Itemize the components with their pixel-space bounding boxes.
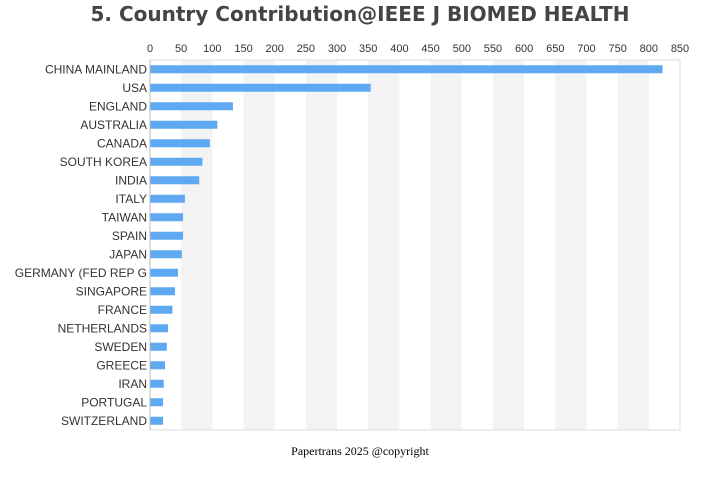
x-tick-label: 700 [577,43,595,55]
x-tick-label: 650 [546,43,564,55]
grid-band [368,60,400,430]
bar [150,268,179,277]
grid-band [430,60,462,430]
grid-band [555,60,587,430]
category-label: SINGAPORE [76,284,147,298]
x-tick-label: 850 [671,43,689,55]
category-label: IRAN [118,377,147,391]
category-label: AUSTRALIA [80,118,147,132]
x-tick-label: 200 [266,43,284,55]
bar [150,157,203,166]
x-tick-label: 800 [640,43,658,55]
x-tick-label: 250 [297,43,315,55]
bar [150,102,233,111]
x-tick-label: 0 [147,43,153,55]
bar [150,213,184,222]
bar [150,231,184,240]
category-label: PORTUGAL [81,395,147,409]
grid-band [181,60,213,430]
x-tick-label: 300 [328,43,346,55]
x-tick-label: 550 [484,43,502,55]
category-label: CANADA [97,136,147,150]
category-label: NETHERLANDS [58,321,147,335]
category-label: GREECE [96,358,147,372]
x-tick-label: 750 [608,43,626,55]
bar [150,398,164,407]
bar [150,250,182,259]
plot-area-border [149,59,681,431]
x-tick-label: 100 [203,43,221,55]
bar [150,361,165,370]
chart-title: 5. Country Contribution@IEEE J BIOMED HE… [90,2,630,26]
grid-band [305,60,338,430]
grid-band [617,60,649,430]
bar [150,305,173,314]
category-label: SWITZERLAND [61,414,147,428]
grid-band [492,60,525,430]
x-tick-label: 350 [359,43,377,55]
x-tick-label: 50 [175,43,187,55]
copyright-footer: Papertrans 2025 @copyright [291,444,429,458]
category-label: ITALY [115,192,147,206]
category-label: SPAIN [112,229,147,243]
bar [150,83,371,92]
category-label: TAIWAN [102,210,147,224]
category-label: ENGLAND [89,99,147,113]
bar [150,120,218,129]
category-label: GERMANY (FED REP G [15,266,147,280]
bar [150,379,164,388]
category-label: SOUTH KOREA [60,155,147,169]
bar [150,416,164,425]
bar [150,194,185,203]
x-tick-label: 400 [390,43,408,55]
category-label: FRANCE [98,303,147,317]
category-label: CHINA MAINLAND [45,62,147,76]
category-label: JAPAN [109,247,147,261]
x-tick-label: 450 [421,43,439,55]
grid-band [243,60,275,430]
category-label: USA [122,81,147,95]
category-label: SWEDEN [94,340,147,354]
bar [150,287,175,296]
bar [150,176,200,185]
bar [150,342,167,351]
x-tick-label: 600 [515,43,533,55]
bar [150,139,210,148]
category-label: INDIA [115,173,147,187]
x-tick-label: 500 [453,43,471,55]
x-tick-label: 150 [234,43,252,55]
bar [150,324,169,333]
bar [150,65,663,74]
